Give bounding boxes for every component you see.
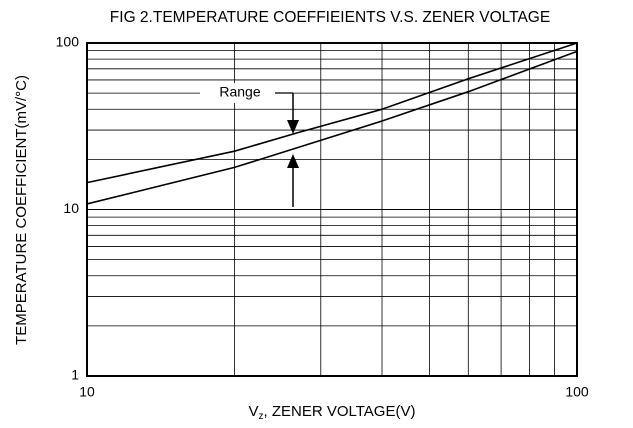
arrow-head — [287, 120, 299, 134]
y-tick-label: 100 — [56, 34, 80, 50]
x-axis-label: Vz, ZENER VOLTAGE(V) — [249, 403, 416, 422]
x-label-subscript: z — [259, 411, 264, 422]
series-line — [86, 50, 578, 205]
x-tick-label: 100 — [565, 384, 589, 400]
x-tick-label: 10 — [79, 384, 95, 400]
arrow-head — [287, 154, 299, 168]
y-tick-label: 10 — [63, 200, 79, 216]
series-line — [86, 42, 578, 184]
x-label-main: V — [249, 403, 259, 420]
annotation-label: Range — [219, 84, 260, 100]
annotation-box — [200, 83, 275, 103]
chart-title: FIG 2.TEMPERATURE COEFFIEIENTS V.S. ZENE… — [110, 9, 550, 26]
y-axis-label: TEMPERATURE COEFFICIENT(mV/°C) — [13, 75, 30, 345]
x-label-rest: , ZENER VOLTAGE(V) — [264, 403, 416, 420]
y-tick-label: 1 — [71, 367, 79, 383]
plot-frame — [86, 42, 578, 377]
